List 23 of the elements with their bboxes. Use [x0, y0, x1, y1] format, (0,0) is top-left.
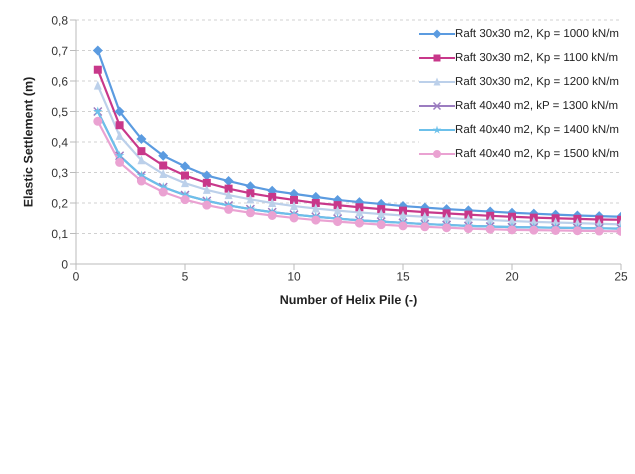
legend-label: Raft 30x30 m2, Kp = 1200 kN/m	[455, 76, 619, 88]
y-axis-title: Elastic Settlement (m)	[21, 76, 36, 208]
legend-label: Raft 30x30 m2, Kp = 1000 kN/m	[455, 28, 619, 40]
x-tick-label: 5	[182, 270, 189, 284]
legend-label: Raft 40x40 m2, Kp = 1500 kN/m	[455, 148, 619, 160]
y-tick-label: 0,4	[51, 135, 68, 150]
x-tick-label: 20	[505, 270, 519, 284]
x-tick-label: 25	[614, 270, 628, 284]
legend-label: Raft 40x40 m2, kP = 1300 kN/m	[455, 100, 618, 112]
y-tick-label: 0	[61, 257, 68, 272]
y-tick-label: 0,7	[51, 44, 68, 58]
y-tick-label: 0,5	[51, 104, 68, 119]
x-axis-title: Number of Helix Pile (-)	[280, 293, 418, 307]
legend-label: Raft 40x40 m2, Kp = 1400 kN/m	[455, 124, 619, 136]
y-tick-label: 0,3	[51, 166, 68, 180]
legend-label: Raft 30x30 m2, Kp = 1100 kN/m	[455, 52, 618, 64]
y-tick-label: 0,1	[51, 226, 68, 241]
x-tick-label: 15	[396, 270, 410, 284]
x-tick-label: 0	[72, 270, 80, 284]
y-tick-label: 0,8	[51, 13, 68, 28]
x-tick-label: 10	[287, 270, 301, 284]
y-tick-label: 0,2	[51, 196, 68, 210]
y-tick-label: 0,6	[51, 74, 68, 88]
